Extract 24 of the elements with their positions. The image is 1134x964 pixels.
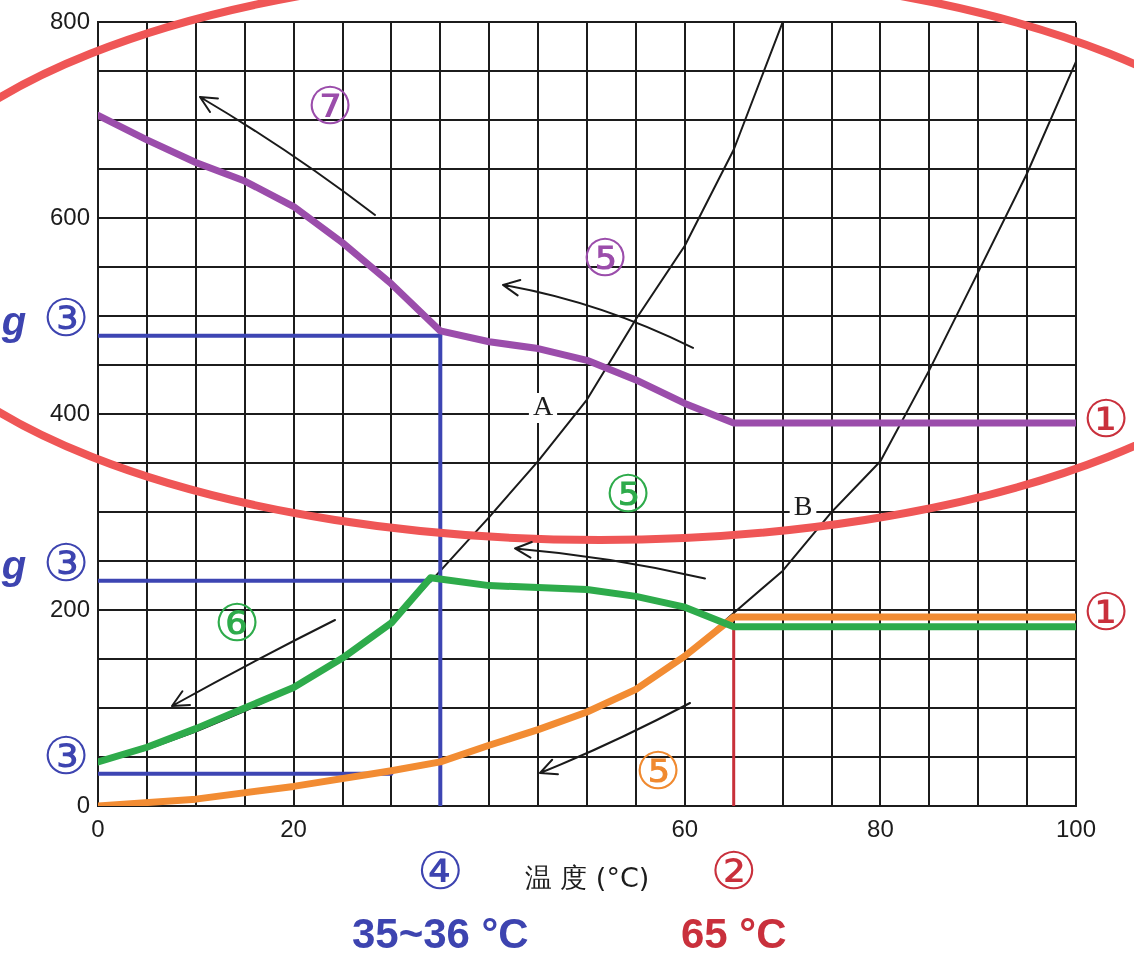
y-tick-label: 600 [49,202,90,230]
x-tick-label: 80 [867,815,894,843]
text: g [0,543,27,588]
text: g [0,299,27,344]
y-tick-label: 200 [49,594,90,622]
annotation: A [532,390,554,422]
annotation: 65 °C [680,909,787,957]
x-tick-label: 60 [671,815,699,843]
y-tick-label: 0 [76,790,90,818]
annotation: ④ [416,840,464,901]
y-tick-label: 400 [49,398,90,426]
annotation: ③ [42,726,90,787]
annotation: ① [1082,388,1130,449]
annotation: ⑤ [634,740,682,801]
annotation: ③ [42,288,90,349]
y-tick-label: 800 [49,7,90,35]
x-axis-title: 温 度 (°C) [524,861,650,893]
annotation: 35~36 °C [351,909,529,957]
annotation: ③ [42,533,90,594]
annotation: ② [710,840,758,901]
annotation: B [793,490,813,522]
annotation: ① [1082,582,1130,643]
x-tick-label: 100 [1055,815,1097,843]
x-tick-label: 20 [280,815,307,843]
